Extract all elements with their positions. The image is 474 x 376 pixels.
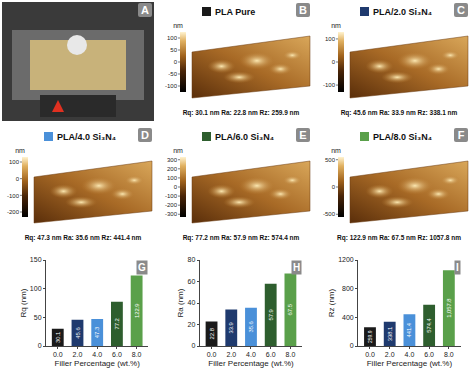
svg-text:-300: -300 xyxy=(165,211,178,217)
svg-text:-50: -50 xyxy=(168,71,177,77)
svg-text:0: 0 xyxy=(332,59,336,65)
svg-text:77.2: 77.2 xyxy=(114,318,120,329)
svg-text:0.0: 0.0 xyxy=(53,351,63,358)
svg-text:300: 300 xyxy=(167,157,178,163)
svg-text:574.4: 574.4 xyxy=(426,317,432,332)
svg-text:100: 100 xyxy=(9,159,20,165)
svg-text:0: 0 xyxy=(174,59,178,65)
svg-text:D: D xyxy=(141,129,149,141)
svg-text:67.5: 67.5 xyxy=(287,304,293,315)
svg-text:100: 100 xyxy=(30,285,42,292)
svg-text:PLA/6.0 Si₃N₄: PLA/6.0 Si₃N₄ xyxy=(215,132,274,142)
svg-text:47.3: 47.3 xyxy=(94,327,100,338)
svg-text:F: F xyxy=(458,129,465,141)
svg-text:Rz (nm): Rz (nm) xyxy=(327,288,336,317)
svg-text:100: 100 xyxy=(167,175,178,181)
svg-text:0: 0 xyxy=(350,342,354,349)
svg-text:0.0: 0.0 xyxy=(365,351,375,358)
svg-text:259.9: 259.9 xyxy=(367,330,373,343)
svg-text:nm: nm xyxy=(331,22,341,29)
svg-text:400: 400 xyxy=(342,314,354,321)
svg-text:2.0: 2.0 xyxy=(385,351,395,358)
svg-text:Filler Percentage (wt.%): Filler Percentage (wt.%) xyxy=(55,359,141,368)
svg-text:-200: -200 xyxy=(165,202,178,208)
svg-text:6.0: 6.0 xyxy=(112,351,122,358)
svg-text:Rq: 47.3 nm Ra: 35.6 nm Rz: 44: Rq: 47.3 nm Ra: 35.6 nm Rz: 441.4 nm xyxy=(25,234,142,242)
svg-text:35.6: 35.6 xyxy=(248,321,254,332)
svg-text:nm: nm xyxy=(173,147,183,154)
svg-text:0: 0 xyxy=(174,184,178,190)
svg-text:0.0: 0.0 xyxy=(207,351,217,358)
svg-text:2.0: 2.0 xyxy=(73,351,83,358)
svg-text:100: 100 xyxy=(167,35,178,41)
svg-text:G: G xyxy=(138,262,146,273)
svg-text:Rq: 45.6 nm Ra: 33.9 nm Rz: 33: Rq: 45.6 nm Ra: 33.9 nm Rz: 338.1 nm xyxy=(341,109,458,117)
svg-text:57.9: 57.9 xyxy=(268,309,274,320)
svg-text:B: B xyxy=(299,4,307,16)
svg-text:0: 0 xyxy=(191,342,195,349)
svg-text:-500: -500 xyxy=(323,211,336,217)
svg-text:Rq (nm): Rq (nm) xyxy=(19,288,28,317)
svg-text:8.0: 8.0 xyxy=(286,351,296,358)
svg-text:200: 200 xyxy=(167,166,178,172)
svg-text:33.9: 33.9 xyxy=(228,322,234,333)
svg-text:8.0: 8.0 xyxy=(132,351,142,358)
svg-text:Rq: 30.1 nm Ra: 22.8 nm Rz: 25: Rq: 30.1 nm Ra: 22.8 nm Rz: 259.9 nm xyxy=(183,109,300,117)
svg-text:22.8: 22.8 xyxy=(209,328,215,339)
svg-text:150: 150 xyxy=(30,256,42,263)
svg-text:-100: -100 xyxy=(165,83,178,89)
svg-text:nm: nm xyxy=(15,147,25,154)
svg-text:PLA/2.0 Si₃N₄: PLA/2.0 Si₃N₄ xyxy=(373,7,432,17)
svg-text:1,057.8: 1,057.8 xyxy=(446,298,452,317)
svg-text:6.0: 6.0 xyxy=(266,351,276,358)
svg-text:20: 20 xyxy=(188,321,196,328)
svg-text:50: 50 xyxy=(34,314,42,321)
svg-text:0: 0 xyxy=(332,184,336,190)
svg-text:4.0: 4.0 xyxy=(405,351,415,358)
svg-text:-100: -100 xyxy=(7,193,20,199)
svg-text:nm: nm xyxy=(331,147,341,154)
svg-text:H: H xyxy=(293,262,300,273)
svg-text:800: 800 xyxy=(342,285,354,292)
svg-text:45.6: 45.6 xyxy=(75,327,81,338)
svg-text:PLA Pure: PLA Pure xyxy=(215,7,255,17)
svg-text:122.9: 122.9 xyxy=(134,304,140,319)
svg-text:Rq: 77.2 nm Ra: 57.9 nm Rz: 57: Rq: 77.2 nm Ra: 57.9 nm Rz: 574.4 nm xyxy=(183,234,300,242)
svg-text:6.0: 6.0 xyxy=(424,351,434,358)
svg-text:50: 50 xyxy=(170,47,177,53)
svg-text:4.0: 4.0 xyxy=(246,351,256,358)
svg-text:8.0: 8.0 xyxy=(444,351,454,358)
svg-text:30.1: 30.1 xyxy=(55,332,61,343)
svg-text:A: A xyxy=(141,4,149,16)
svg-text:-100: -100 xyxy=(165,193,178,199)
svg-text:2.0: 2.0 xyxy=(226,351,236,358)
svg-text:441.4: 441.4 xyxy=(406,322,412,337)
svg-text:1200: 1200 xyxy=(338,256,354,263)
svg-text:0: 0 xyxy=(38,342,42,349)
svg-text:500: 500 xyxy=(325,157,336,163)
svg-text:Ra (nm): Ra (nm) xyxy=(176,288,185,317)
svg-text:PLA/4.0 Si₃N₄: PLA/4.0 Si₃N₄ xyxy=(57,132,116,142)
svg-text:PLA/8.0 Si₃N₄: PLA/8.0 Si₃N₄ xyxy=(373,132,432,142)
svg-text:100: 100 xyxy=(325,36,336,42)
svg-text:C: C xyxy=(457,4,465,16)
svg-text:0: 0 xyxy=(16,176,20,182)
svg-text:nm: nm xyxy=(173,22,183,29)
svg-text:I: I xyxy=(456,262,459,273)
svg-text:40: 40 xyxy=(188,299,196,306)
svg-text:Rq: 122.9 nm Ra: 67.5 nm Rz: 1: Rq: 122.9 nm Ra: 67.5 nm Rz: 1057.8 nm xyxy=(337,234,461,242)
svg-text:E: E xyxy=(299,129,306,141)
svg-text:60: 60 xyxy=(188,278,196,285)
svg-text:Filler Percentage (wt.%): Filler Percentage (wt.%) xyxy=(367,359,453,368)
svg-text:80: 80 xyxy=(188,256,196,263)
svg-text:4.0: 4.0 xyxy=(92,351,102,358)
svg-text:Filler Percentage (wt.%): Filler Percentage (wt.%) xyxy=(208,359,294,368)
svg-text:-200: -200 xyxy=(7,209,20,215)
svg-text:-100: -100 xyxy=(323,82,336,88)
svg-text:338.1: 338.1 xyxy=(387,327,393,342)
